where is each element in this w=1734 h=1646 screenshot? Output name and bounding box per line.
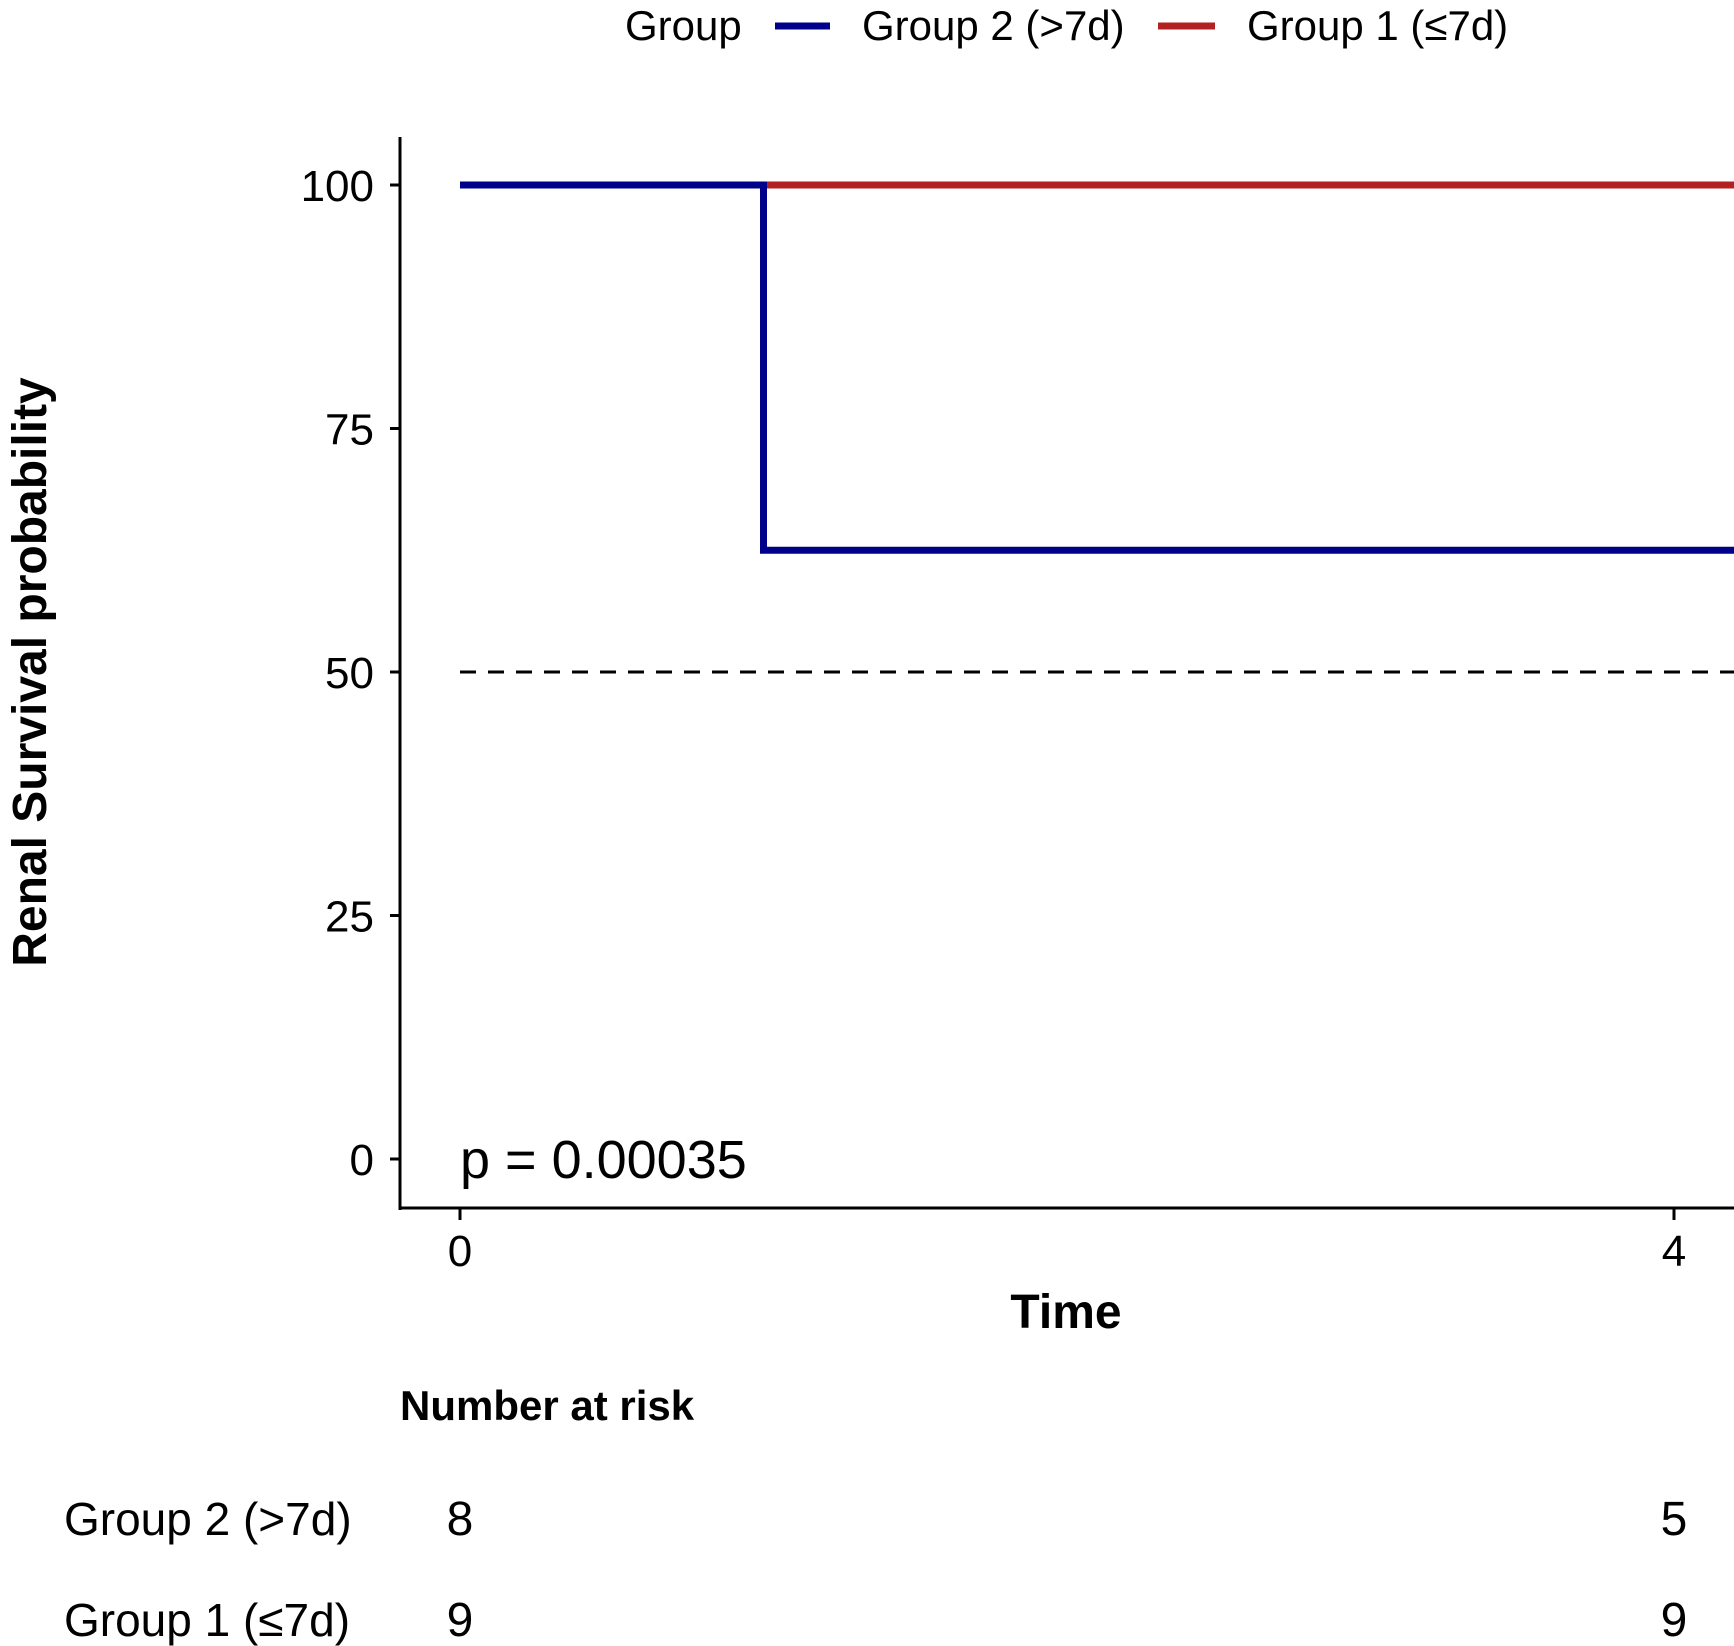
y-tick-label-100: 100 xyxy=(301,162,374,211)
y-tick-label-0: 0 xyxy=(350,1136,374,1185)
p-value-annotation: p = 0.00035 xyxy=(460,1130,747,1190)
risk-value-row1-col1: 8 xyxy=(447,1493,474,1546)
legend: Group Group 2 (>7d) Group 1 (≤7d) xyxy=(625,2,1508,49)
risk-row-label-group2: Group 2 (>7d) xyxy=(64,1493,352,1545)
y-ticks: 0 25 50 75 100 xyxy=(301,162,400,1185)
risk-table-values: 8532199860 xyxy=(447,1493,1688,1646)
risk-value-row2-col1: 9 xyxy=(447,1594,474,1646)
risk-value-row1-col2: 5 xyxy=(1661,1493,1688,1546)
legend-label-group2: Group 2 (>7d) xyxy=(862,2,1125,49)
y-tick-label-25: 25 xyxy=(325,893,374,942)
plot-area xyxy=(460,181,1734,674)
survival-curve-group2 xyxy=(460,181,1734,554)
y-axis-title: Renal Survival probability xyxy=(4,377,57,967)
legend-title: Group xyxy=(625,2,742,49)
risk-table-title: Number at risk xyxy=(400,1382,695,1429)
x-tick-label-0: 0 xyxy=(448,1227,472,1276)
risk-value-row2-col2: 9 xyxy=(1661,1594,1688,1646)
legend-label-group1: Group 1 (≤7d) xyxy=(1247,2,1508,49)
x-tick-label-4: 4 xyxy=(1662,1227,1686,1276)
y-tick-label-75: 75 xyxy=(325,406,374,455)
x-ticks: 0481216 xyxy=(448,1208,1686,1276)
y-tick-label-50: 50 xyxy=(325,649,374,698)
x-axis-title: Time xyxy=(1010,1286,1121,1339)
risk-row-label-group1: Group 1 (≤7d) xyxy=(64,1594,350,1646)
